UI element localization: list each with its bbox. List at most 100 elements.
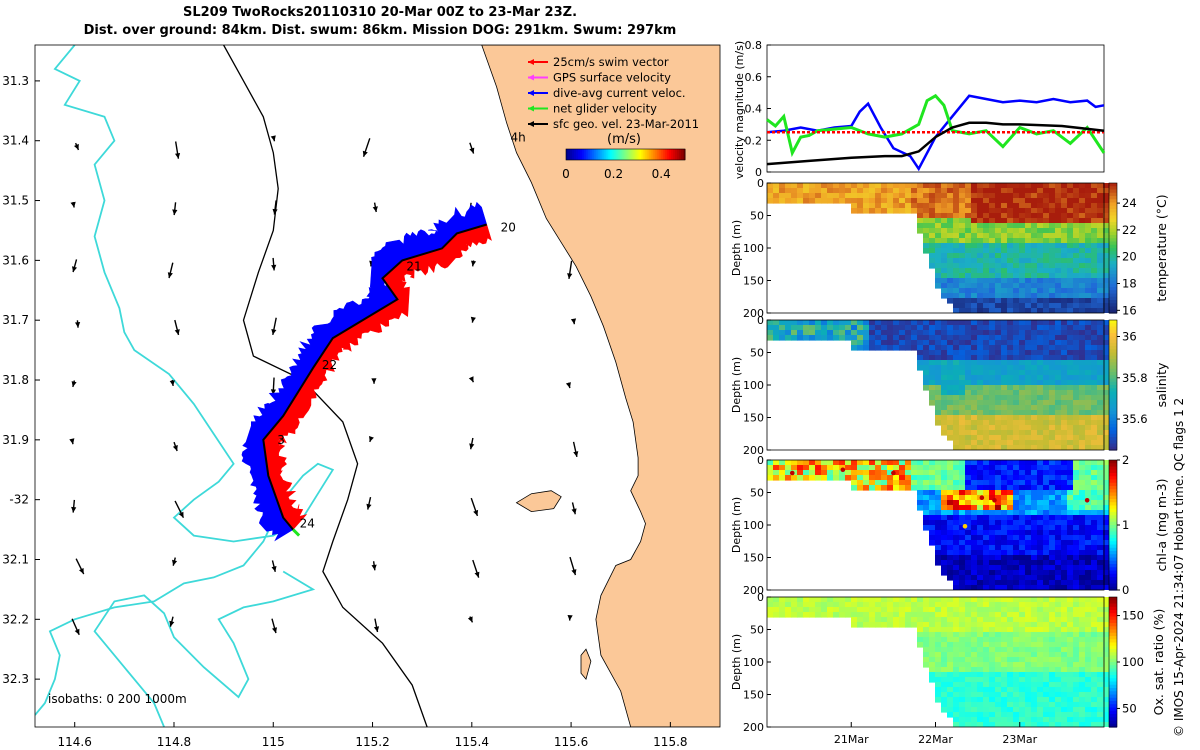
section-cell	[1025, 602, 1032, 608]
section-cell	[1085, 233, 1092, 239]
section-cell	[1061, 355, 1068, 361]
section-cell	[1001, 375, 1008, 381]
section-cell	[1097, 607, 1104, 613]
section-cell	[1073, 435, 1080, 441]
section-cell	[965, 475, 972, 481]
section-cell	[989, 440, 996, 446]
section-cell	[935, 617, 942, 623]
section-colorbar-cell	[1109, 616, 1117, 621]
map-colorbar-cell	[677, 149, 680, 160]
section-cell	[863, 612, 870, 618]
section-cell	[1001, 632, 1008, 638]
section-cell	[947, 263, 954, 269]
section-cell	[1073, 395, 1080, 401]
section-cell	[1001, 495, 1008, 501]
section-cell	[1049, 263, 1056, 269]
section-cell	[1007, 722, 1014, 727]
section-cell	[1049, 288, 1056, 294]
section-cell	[1097, 692, 1104, 698]
section-cell	[1079, 360, 1086, 366]
section-cell	[1007, 712, 1014, 718]
section-cell	[1013, 545, 1020, 551]
section-cell	[1031, 415, 1038, 421]
section-cell	[977, 480, 984, 486]
velocity-y-tick-label: 0.8	[745, 39, 763, 52]
section-cell	[953, 535, 960, 541]
section-cell	[1043, 223, 1050, 229]
section-cell	[995, 545, 1002, 551]
section-cell	[1097, 510, 1104, 516]
section-cell	[1031, 218, 1038, 224]
section-colorbar-cell	[1109, 433, 1117, 438]
section-cell	[1079, 435, 1086, 441]
section-cell	[1055, 682, 1062, 688]
section-cell	[1043, 465, 1050, 471]
section-cell	[977, 445, 984, 450]
section-cell	[977, 647, 984, 653]
section-cell	[1097, 365, 1104, 371]
section-cell	[1019, 565, 1026, 571]
section-cell	[953, 652, 960, 658]
section-cell	[941, 505, 948, 511]
section-cell	[1037, 420, 1044, 426]
section-cell	[1085, 565, 1092, 571]
section-cell	[1091, 380, 1098, 386]
section-cell	[1085, 612, 1092, 618]
section-cell	[1037, 677, 1044, 683]
section-cell	[1037, 198, 1044, 204]
section-cell	[953, 248, 960, 254]
section-cell	[863, 188, 870, 194]
section-cell	[983, 355, 990, 361]
section-cell	[977, 390, 984, 396]
section-cell	[1031, 550, 1038, 556]
section-cell	[929, 617, 936, 623]
section-cell	[1097, 375, 1104, 381]
section-cell	[1055, 525, 1062, 531]
section-cell	[917, 500, 924, 506]
section-cell	[971, 238, 978, 244]
section-cell	[983, 183, 990, 189]
section-cell	[995, 308, 1002, 313]
section-cell	[1019, 405, 1026, 411]
section-cell	[959, 712, 966, 718]
section-cell	[1031, 585, 1038, 590]
section-cell	[941, 218, 948, 224]
section-cell	[1043, 515, 1050, 521]
section-cell	[917, 632, 924, 638]
section-cell	[1097, 632, 1104, 638]
section-cell	[1043, 480, 1050, 486]
section-cell	[1073, 612, 1080, 618]
section-cell	[1007, 682, 1014, 688]
section-cell	[953, 380, 960, 386]
section-cell	[977, 515, 984, 521]
section-cell	[869, 602, 876, 608]
section-cell	[1067, 248, 1074, 254]
section-cell	[947, 335, 954, 341]
section-cell	[1079, 208, 1086, 214]
section-cell	[1019, 632, 1026, 638]
section-cell	[923, 465, 930, 471]
section-cell	[767, 330, 774, 336]
section-cell	[773, 193, 780, 199]
section-cell	[995, 208, 1002, 214]
geostrophic-arrowhead	[272, 627, 277, 634]
section-cell	[1031, 198, 1038, 204]
section-cell	[815, 325, 822, 331]
section-cell	[1061, 575, 1068, 581]
section-cell	[1025, 565, 1032, 571]
section-cell	[1031, 278, 1038, 284]
section-colorbar-tick-label: 24	[1122, 196, 1137, 210]
section-cell	[1073, 258, 1080, 264]
section-cell	[971, 540, 978, 546]
section-cell	[953, 602, 960, 608]
section-cell	[1007, 622, 1014, 628]
section-cell	[899, 345, 906, 351]
section-cell	[1001, 530, 1008, 536]
section-cell	[1007, 490, 1014, 496]
section-cell	[983, 370, 990, 376]
section-cell	[1091, 667, 1098, 673]
section-cell	[1079, 570, 1086, 576]
section-cell	[905, 475, 912, 481]
section-cell	[875, 325, 882, 331]
section-cell	[953, 692, 960, 698]
